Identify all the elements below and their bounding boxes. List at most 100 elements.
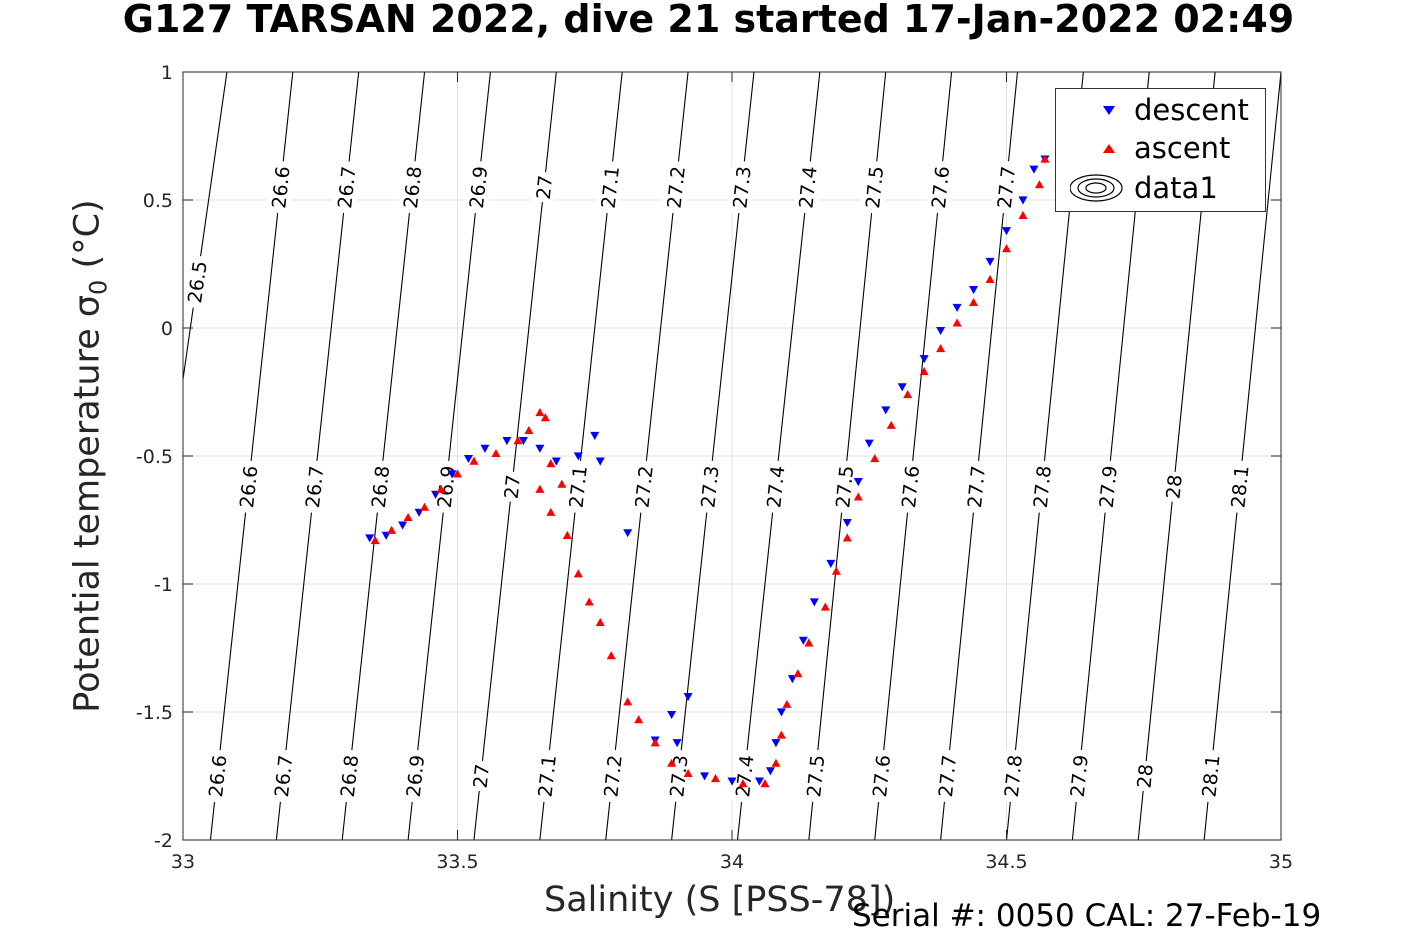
descent-point [590, 431, 600, 441]
contour-label-28: 28 [1131, 759, 1159, 793]
ascent-point [370, 535, 380, 545]
series-descent [365, 155, 1050, 786]
ascent-point [1034, 180, 1044, 189]
descent-point [919, 355, 929, 364]
contour-label-26.8: 26.8 [334, 748, 364, 804]
contour-label-text: 27.5 [803, 754, 829, 798]
contour-label-text: 27.2 [600, 754, 626, 798]
ascent-point [886, 420, 896, 429]
contour-label-text: 27.1 [566, 465, 592, 509]
contour-label-text: 27 [501, 474, 525, 500]
contour-label-27.7: 27.7 [932, 748, 962, 804]
ascent-point [820, 602, 830, 611]
contour-label-bg [1160, 470, 1188, 503]
contour-label-text: 28.1 [1227, 465, 1253, 509]
ascent-point [985, 274, 995, 283]
descent-point [463, 454, 473, 464]
ascent-point [771, 758, 781, 767]
contour-label-27.4: 27.4 [729, 748, 760, 804]
ascent-point [573, 569, 583, 578]
contour-label-bg [961, 459, 991, 514]
y-tick-label: 0 [161, 318, 173, 340]
ascent-marker-icon [1103, 144, 1115, 153]
contour-label-bg [397, 160, 427, 215]
contour-label-bg [895, 459, 925, 514]
contour-label-27.8: 27.8 [998, 748, 1028, 804]
ascent-point [403, 512, 413, 522]
ascent-point [513, 436, 523, 445]
contour-label-27.7: 27.7 [961, 459, 991, 514]
contour-label-bg [532, 748, 562, 804]
data-points [365, 154, 1050, 788]
ascent-point [782, 699, 792, 708]
x-axis-label: Salinity (S [PSS-78]) [544, 880, 896, 920]
contour-label-bg [1196, 748, 1226, 804]
contour-label-bg [563, 459, 593, 514]
contour-label-bg [694, 459, 725, 514]
contour-label-text: 26.8 [400, 165, 426, 209]
contour-label-text: 28.1 [1198, 754, 1224, 798]
legend-item-data1: data1 [1056, 169, 1265, 207]
contour-label-text: 27.8 [1001, 754, 1027, 798]
contour-label-bg [1224, 459, 1255, 514]
contour-label-26.8: 26.8 [397, 160, 427, 215]
ascent-point [540, 413, 550, 422]
contour-label-26.7: 26.7 [299, 459, 329, 514]
legend: descent ascent data1 [1055, 88, 1266, 212]
serial-cal-footer: Serial #: 0050 CAL: 27-Feb-19 [852, 898, 1322, 934]
descent-point [727, 777, 737, 786]
contour-label-bg [268, 748, 298, 804]
ascent-point [436, 484, 446, 493]
ascent-point [557, 479, 567, 488]
contour-label-26.8: 26.8 [365, 459, 395, 514]
contour-label-27: 27 [498, 470, 526, 503]
ticks [182, 71, 1282, 841]
contour-label-text: 26.9 [466, 165, 492, 209]
contour-line [1203, 72, 1281, 840]
ascent-point [546, 507, 556, 516]
contour-label-27.6: 27.6 [925, 160, 955, 215]
contour-label-27.7: 27.7 [991, 160, 1021, 215]
ascent-point [491, 448, 501, 458]
contour-label-27.5: 27.5 [859, 160, 889, 215]
contour-label-bg [1131, 759, 1159, 793]
contour-label-text: 26.9 [403, 754, 429, 798]
contour-label-26.5: 26.5 [181, 254, 213, 310]
contour-label-27.8: 27.8 [1027, 459, 1057, 514]
chart-title: G127 TARSAN 2022, dive 21 started 17-Jan… [122, 0, 1295, 41]
contour-label-text: 27.4 [763, 465, 789, 509]
ascent-point [919, 367, 929, 376]
ascent-point [469, 456, 479, 465]
contour-label-26.9: 26.9 [400, 748, 430, 804]
descent-point [842, 518, 852, 528]
contour-label-text: 27.1 [535, 754, 561, 798]
ascent-point [634, 715, 644, 724]
contour-label-26.6: 26.6 [233, 459, 264, 514]
contour-label-26.7: 26.7 [331, 160, 362, 215]
contour-label-text: 26.7 [334, 165, 360, 209]
contour-label-text: 26.6 [236, 465, 262, 509]
contour-label-bg [463, 160, 493, 215]
descent-point [798, 636, 808, 645]
contour-label-27.6: 27.6 [866, 748, 896, 804]
contour-label-27.5: 27.5 [829, 459, 859, 514]
contour-label-27.4: 27.4 [792, 160, 823, 215]
contour-label-27.1: 27.1 [563, 459, 593, 514]
contour-label-28: 28 [1160, 470, 1188, 503]
contour-label-bg [202, 748, 233, 804]
contour-label-text: 27.7 [935, 754, 961, 798]
contour-label-bg [331, 160, 362, 215]
contour-label-27.1: 27.1 [532, 748, 562, 804]
descent-point [1029, 165, 1039, 174]
contour-label-bg [334, 748, 364, 804]
descent-point [535, 444, 545, 453]
ascent-point [760, 779, 770, 788]
x-tick-label: 34 [720, 851, 744, 873]
y-tick-label: -2 [154, 830, 173, 852]
ascent-point [606, 651, 616, 660]
descent-point [1002, 227, 1011, 236]
ascent-point [420, 502, 430, 511]
ascent-point [562, 530, 572, 539]
ascent-point [623, 697, 633, 706]
descent-point [809, 598, 819, 607]
